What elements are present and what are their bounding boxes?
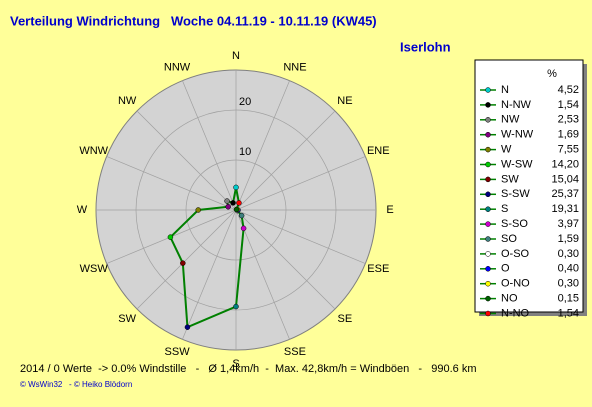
legend-marker [485,87,491,93]
legend-marker [485,191,491,198]
legend-marker [485,295,491,302]
r-tick-label: 20 [239,96,251,108]
direction-label: SSW [165,346,191,358]
legend-label: S [501,203,508,215]
legend-value: 0,30 [558,248,579,260]
spoke [136,110,237,211]
direction-label: NW [118,95,137,107]
legend-marker [485,236,491,242]
spoke [235,156,366,211]
legend-marker [485,206,491,212]
legend-marker [485,280,491,287]
legend-label: N-NO [501,307,530,319]
footer: 2014 / 0 Werte -> 0.0% Windstille - Ø 1,… [20,363,476,375]
spoke [106,156,237,211]
point [195,207,201,213]
legend-value: 4,52 [558,84,579,96]
point [238,212,245,219]
legend-box [474,59,584,313]
spoke [235,209,366,264]
legend-label: NW [501,114,520,126]
legend-header: % [547,68,557,80]
legend-value: 1,59 [558,233,579,245]
legend-value: 7,55 [558,144,579,156]
legend-value: 25,37 [551,188,579,200]
legend-label: N-NW [501,99,532,111]
legend-marker [485,266,491,272]
legend-value: 14,20 [551,158,579,170]
spoke [235,209,290,340]
spoke [182,209,237,340]
point [224,198,230,204]
legend-value: 1,54 [558,307,579,319]
point [240,225,247,232]
legend-label: SO [501,233,517,245]
legend-label: SW [501,173,519,185]
legend-marker [485,221,491,227]
r-tick-label: 10 [239,146,251,158]
legend-value: 2,53 [558,114,579,126]
legend-label: W-SW [501,158,533,170]
point [236,200,242,206]
point [230,200,236,206]
spoke [136,209,237,310]
direction-label: SE [338,313,353,325]
direction-label: SSE [284,346,306,358]
legend-value: 15,04 [551,173,579,185]
legend-label: O [501,263,510,275]
direction-label: NNE [283,62,306,74]
direction-label: W [77,204,88,216]
legend-label: O-NO [501,278,530,290]
point [233,206,240,213]
legend-value: 1,69 [558,129,579,141]
grid-ring [185,159,287,261]
direction-label: S [232,358,239,370]
legend-label: S-SO [501,218,528,230]
direction-label: ENE [367,145,390,157]
direction-label: NNW [164,62,191,74]
legend-marker [485,161,491,168]
direction-label: WNW [79,145,108,157]
spoke [235,80,290,211]
point [225,204,231,210]
legend-label: W [501,144,512,156]
spoke [182,80,237,211]
legend-marker [485,102,491,108]
legend-label: W-NW [501,129,534,141]
direction-label: ESE [367,263,389,275]
point [184,324,191,330]
legend-label: NO [501,293,518,305]
spoke [235,110,336,211]
legend-marker [485,131,491,138]
legend-marker [485,117,491,123]
legend-value: 19,31 [551,203,579,215]
direction-label: E [386,204,393,216]
grid-ring [135,109,337,311]
legend-label: O-SO [501,248,530,260]
legend-marker [485,251,491,257]
legend-marker [485,176,491,183]
legend-value: 1,54 [558,99,579,111]
direction-label: NE [337,95,352,107]
legend-label: N [501,84,509,96]
credits: © WsWin32 - © Heiko Blödorn [20,380,132,389]
legend-value: 0,40 [558,263,579,275]
chart-subtitle: Iserlohn [400,39,451,54]
legend-value: 0,30 [558,278,579,290]
legend-value: 3,97 [558,218,579,230]
direction-label: SW [118,313,136,325]
direction-label: WSW [80,263,109,275]
chart-title: Verteilung Windrichtung Woche 04.11.19 -… [10,13,377,28]
legend-marker [485,146,491,153]
legend-value: 0,15 [558,293,579,305]
direction-label: N [232,50,240,62]
legend-marker [485,310,491,317]
legend-label: S-SW [501,188,530,200]
point [167,234,174,240]
point [180,260,186,266]
point [233,303,239,310]
spoke [235,209,336,310]
point [233,184,239,191]
